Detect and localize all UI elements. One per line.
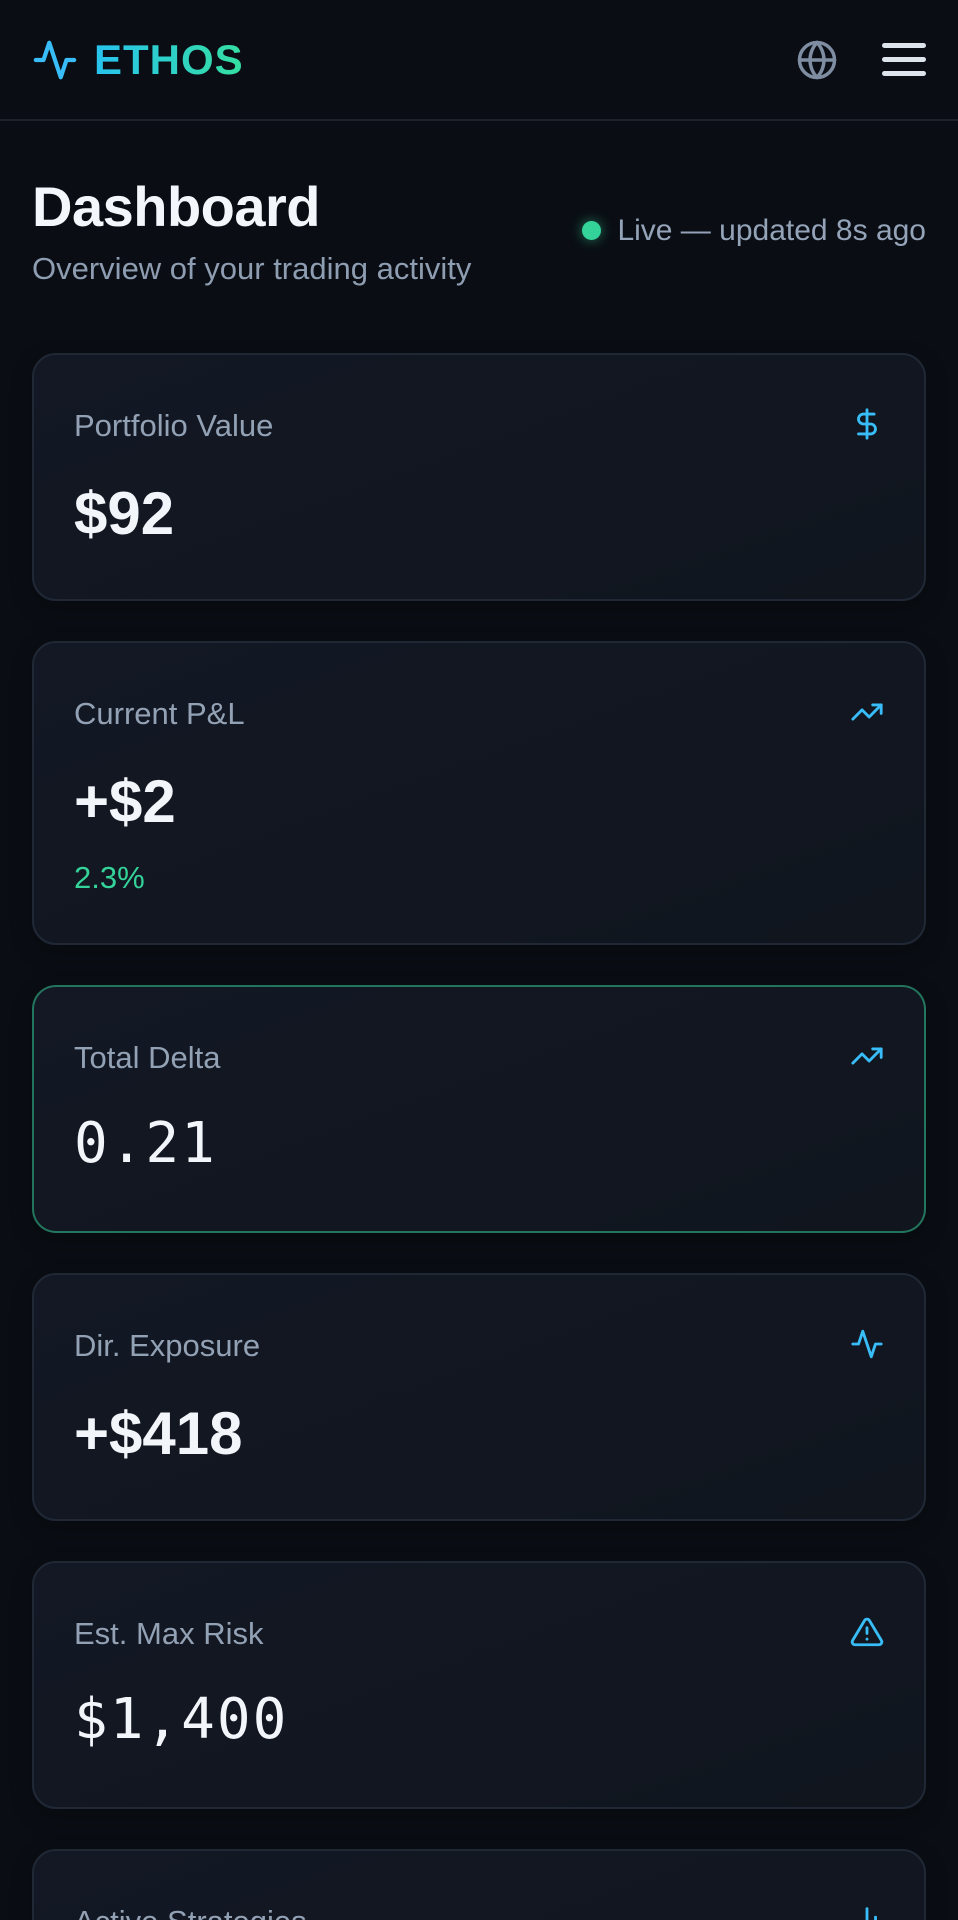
brand-name: ETHOS (94, 35, 244, 83)
trending-up-icon (850, 1039, 884, 1073)
dashboard-main: Dashboard Overview of your trading activ… (0, 173, 958, 1920)
card-value: +$418 (74, 1400, 243, 1468)
stat-card-dir-exposure[interactable]: Dir. Exposure +$418 (32, 1272, 926, 1521)
page-subtitle: Overview of your trading activity (32, 251, 472, 287)
card-head: Portfolio Value (74, 407, 884, 444)
card-head: Current P&L (74, 695, 884, 732)
card-percent-change: 2.3% (74, 860, 145, 896)
card-value: 0.21 (74, 1111, 217, 1177)
brand-logo[interactable]: ETHOS (32, 36, 244, 84)
stat-card-current-pnl[interactable]: Current P&L +$2 2.3% (32, 640, 926, 945)
card-label: Portfolio Value (74, 407, 274, 443)
stat-card-portfolio-value[interactable]: Portfolio Value $92 (32, 352, 926, 601)
card-head: Total Delta (74, 1039, 884, 1076)
card-value: +$2 (74, 768, 176, 836)
card-value: $1,400 (74, 1687, 289, 1753)
activity-icon (850, 1327, 884, 1361)
card-label: Dir. Exposure (74, 1327, 261, 1363)
activity-logo-icon (33, 40, 77, 79)
bar-chart-icon (850, 1903, 884, 1920)
header-actions (796, 39, 926, 81)
app-header: ETHOS (0, 0, 958, 121)
alert-triangle-icon (850, 1615, 884, 1649)
stat-cards: Portfolio Value $92 Current P&L +$2 2.3%… (32, 352, 926, 1920)
title-block: Dashboard Overview of your trading activ… (32, 173, 471, 289)
card-label: Current P&L (74, 695, 245, 731)
card-head: Est. Max Risk (74, 1615, 884, 1652)
card-head: Active Strategies (74, 1903, 884, 1920)
title-row: Dashboard Overview of your trading activ… (32, 173, 926, 289)
card-label: Active Strategies (74, 1903, 307, 1920)
stat-card-total-delta[interactable]: Total Delta 0.21 (32, 984, 926, 1233)
card-label: Total Delta (74, 1039, 221, 1075)
hamburger-menu-button[interactable] (882, 43, 926, 76)
live-status: Live — updated 8s ago (582, 214, 926, 248)
card-label: Est. Max Risk (74, 1615, 264, 1651)
trending-up-icon (850, 695, 884, 729)
live-status-text: Live — updated 8s ago (617, 213, 926, 247)
dollar-sign-icon (850, 407, 884, 441)
card-head: Dir. Exposure (74, 1327, 884, 1364)
menu-icon (882, 43, 926, 76)
globe-icon (797, 40, 837, 79)
stat-card-est-max-risk[interactable]: Est. Max Risk $1,400 (32, 1560, 926, 1809)
card-value: $92 (74, 480, 175, 548)
stat-card-active-strategies[interactable]: Active Strategies (32, 1848, 926, 1920)
page-title: Dashboard (32, 175, 321, 238)
live-indicator-dot (582, 221, 602, 241)
language-globe-button[interactable] (796, 39, 838, 81)
